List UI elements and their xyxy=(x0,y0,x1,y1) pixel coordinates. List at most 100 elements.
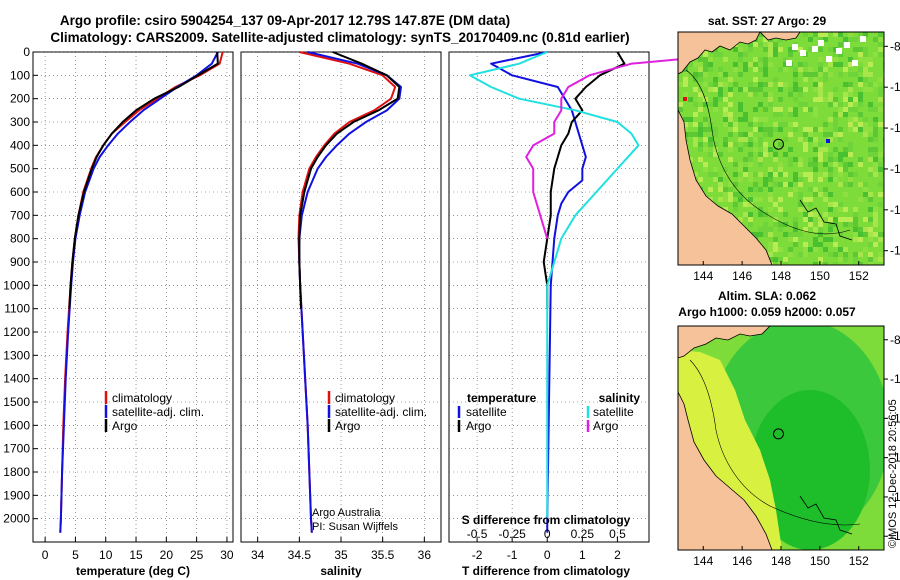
sst-cell xyxy=(738,177,743,182)
sst-cell xyxy=(748,212,753,217)
sst-cell xyxy=(878,192,883,197)
sst-cell xyxy=(753,77,758,82)
sst-cell xyxy=(803,217,808,222)
sst-cell xyxy=(843,97,848,102)
sst-cell xyxy=(793,187,798,192)
y-tick-label: 1700 xyxy=(3,442,30,456)
sst-cell xyxy=(863,62,868,67)
sst-cell xyxy=(843,247,848,252)
sst-cell xyxy=(738,87,743,92)
sst-cell xyxy=(828,237,833,242)
sst-cell xyxy=(738,137,743,142)
sst-cell xyxy=(828,177,833,182)
sst-cell xyxy=(688,62,693,67)
y-tick-label: 400 xyxy=(10,138,30,152)
temperature-panel: 0100200300400500600700800900100011001200… xyxy=(3,45,234,578)
sst-cell xyxy=(828,132,833,137)
sst-cell xyxy=(723,57,728,62)
sst-cell xyxy=(818,47,823,52)
sla-map-lat-axis: -8 -10 -12 -14 -16 -18 xyxy=(884,333,900,543)
sst-cell xyxy=(748,42,753,47)
sst-cell xyxy=(738,167,743,172)
sst-cell xyxy=(683,122,688,127)
sst-cell xyxy=(773,42,778,47)
sst-cell xyxy=(843,112,848,117)
sst-cell xyxy=(778,47,783,52)
sst-cell xyxy=(743,67,748,72)
sst-cell xyxy=(818,177,823,182)
sla-map-isobath xyxy=(689,359,861,526)
sst-cell xyxy=(798,192,803,197)
sst-cell xyxy=(873,152,878,157)
sst-cell xyxy=(808,247,813,252)
sst-cell xyxy=(873,222,878,227)
sst-cell xyxy=(803,212,808,217)
sst-cell xyxy=(823,147,828,152)
sst-cell xyxy=(858,157,863,162)
sst-cell xyxy=(878,182,883,187)
sst-cell xyxy=(828,227,833,232)
sst-cell xyxy=(818,172,823,177)
sst-cell xyxy=(713,167,718,172)
difference-s-label: S difference from climatology xyxy=(462,513,631,527)
lon-tick-label: 146 xyxy=(732,269,752,283)
sst-cell xyxy=(838,72,843,77)
sst-cloud-cell xyxy=(786,60,792,66)
sst-cell xyxy=(718,87,723,92)
sst-cell xyxy=(808,47,813,52)
sst-cell xyxy=(698,127,703,132)
sst-cell xyxy=(868,107,873,112)
sst-cell xyxy=(693,112,698,117)
sst-cell xyxy=(763,142,768,147)
sst-cell xyxy=(813,77,818,82)
sst-cell xyxy=(858,237,863,242)
sst-cell xyxy=(793,177,798,182)
sst-cell xyxy=(853,172,858,177)
sst-cell xyxy=(728,197,733,202)
sst-cell xyxy=(768,42,773,47)
sst-cell xyxy=(763,37,768,42)
sst-cell xyxy=(718,152,723,157)
sst-cell xyxy=(808,137,813,142)
sst-cell xyxy=(748,172,753,177)
sst-cell xyxy=(803,32,808,37)
sst-cell xyxy=(868,262,873,265)
sst-cell xyxy=(753,232,758,237)
sst-cell xyxy=(728,87,733,92)
y-tick-label: 600 xyxy=(10,185,30,199)
sst-cell xyxy=(698,62,703,67)
sst-cell xyxy=(858,47,863,52)
sst-cell xyxy=(853,222,858,227)
sst-cell xyxy=(693,132,698,137)
sst-cell xyxy=(788,192,793,197)
sst-cell xyxy=(858,122,863,127)
sst-cell xyxy=(718,82,723,87)
lat-tick-label: -10 xyxy=(890,80,900,94)
sst-cell xyxy=(858,97,863,102)
sst-map-lat-axis: -8 -10 -12 -14 -16 -18 xyxy=(884,39,900,258)
lat-tick-label: -16 xyxy=(890,203,900,217)
sst-cell xyxy=(808,162,813,167)
sst-cell xyxy=(763,67,768,72)
sst-cell xyxy=(763,232,768,237)
sst-cell xyxy=(783,212,788,217)
sst-cell xyxy=(713,177,718,182)
sst-cell xyxy=(833,97,838,102)
sst-cell xyxy=(758,67,763,72)
sst-cell xyxy=(858,162,863,167)
sst-cell xyxy=(718,187,723,192)
sst-cell xyxy=(843,222,848,227)
sst-cell xyxy=(788,87,793,92)
sst-cell xyxy=(813,167,818,172)
sst-cell xyxy=(878,47,883,52)
sst-cell xyxy=(768,177,773,182)
series-line-satellite-adj-clim- xyxy=(59,51,219,533)
sst-cell xyxy=(753,127,758,132)
sst-cell xyxy=(773,247,778,252)
sst-cell xyxy=(873,232,878,237)
sst-cell xyxy=(838,207,843,212)
sst-cell xyxy=(763,107,768,112)
sst-cell xyxy=(778,182,783,187)
sst-cell xyxy=(803,142,808,147)
sst-cell xyxy=(773,107,778,112)
